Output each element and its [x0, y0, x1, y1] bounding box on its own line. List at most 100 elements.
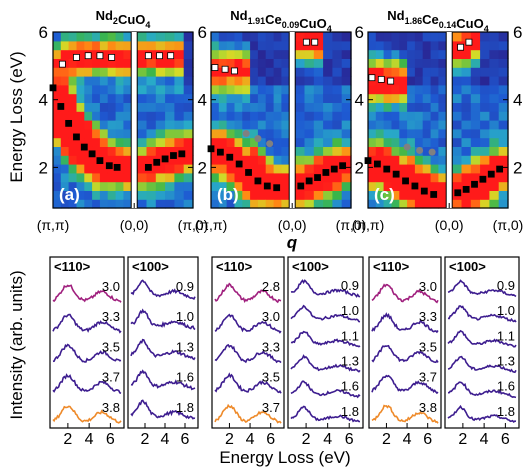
heatmap-cell — [499, 58, 509, 67]
heatmap-cell — [314, 76, 324, 85]
heatmap-cell — [266, 120, 274, 129]
heatmap-cell — [384, 102, 392, 111]
heatmap-cell — [219, 111, 227, 120]
heatmap-cell — [480, 41, 490, 50]
heatmap-cell — [53, 32, 61, 41]
heatmap-cell — [219, 129, 227, 138]
heatmap-cell — [235, 102, 243, 111]
y-tick-label: 4 — [198, 91, 207, 110]
heatmap-cell — [431, 41, 439, 50]
heatmap-cell — [342, 199, 352, 208]
heatmap-cell — [295, 129, 305, 138]
heatmap-cell — [499, 129, 509, 138]
heatmap-cell — [235, 50, 243, 59]
heatmap-cell — [415, 76, 423, 85]
heatmap-cell — [295, 190, 305, 199]
heatmap-cell — [471, 146, 481, 155]
heatmap-cell — [407, 32, 415, 41]
heatmap-cell — [431, 76, 439, 85]
heatmap-cell — [116, 102, 124, 111]
q-label: 1.1 — [341, 328, 359, 343]
heatmap-cell — [295, 164, 305, 173]
heatmap-cell — [415, 164, 423, 173]
heatmap-cell — [266, 41, 274, 50]
heatmap-cell — [92, 182, 100, 191]
heatmap-cell — [423, 155, 431, 164]
heatmap-cell — [407, 111, 415, 120]
x-tick-label: 6 — [106, 431, 115, 448]
heatmap-cell — [462, 76, 472, 85]
heatmap-cell — [250, 58, 258, 67]
heatmap-cell — [295, 67, 305, 76]
heatmap-cell — [471, 120, 481, 129]
heatmap-cell — [137, 67, 147, 76]
heatmap-cell — [295, 50, 305, 59]
q-label: 0.9 — [497, 278, 515, 293]
heatmap-cell — [53, 129, 61, 138]
black-marker — [480, 176, 486, 182]
heatmap-cell — [258, 164, 266, 173]
heatmap-cell — [499, 102, 509, 111]
heatmap-cell — [219, 155, 227, 164]
heatmap-cell — [108, 67, 116, 76]
heatmap-cell — [184, 164, 194, 173]
heatmap-cell — [174, 120, 184, 129]
heatmap-cell — [156, 190, 166, 199]
heatmap-cell — [69, 76, 77, 85]
heatmap-cell — [423, 138, 431, 147]
heatmap-cell — [295, 76, 305, 85]
heatmap-cell — [368, 146, 376, 155]
heatmap-cell — [392, 146, 400, 155]
heatmap-cell — [471, 173, 481, 182]
q-label: 3.5 — [102, 339, 120, 354]
white-marker — [59, 61, 65, 67]
heatmap-cell — [480, 146, 490, 155]
heatmap-cell — [407, 67, 415, 76]
heatmap-cell — [250, 190, 258, 199]
heatmap-cell — [480, 155, 490, 164]
heatmap-cell — [242, 102, 250, 111]
heatmap-cell — [227, 102, 235, 111]
heatmap-cell — [53, 173, 61, 182]
heatmap-cell — [84, 41, 92, 50]
q-label: 3.3 — [419, 309, 437, 324]
heatmap-cell — [438, 190, 446, 199]
heatmap-cell — [147, 120, 157, 129]
x-tick-label: 2 — [225, 431, 234, 448]
black-marker — [227, 154, 233, 160]
heatmap-cell — [235, 120, 243, 129]
heatmap-cell — [399, 67, 407, 76]
heatmap-cell — [295, 138, 305, 147]
q-label: 1.0 — [176, 309, 194, 324]
heatmap-cell — [376, 173, 384, 182]
title-subscript: 4 — [327, 24, 332, 34]
heatmap-cell — [323, 129, 333, 138]
heatmap-cell — [184, 41, 194, 50]
heatmap-cell — [100, 120, 108, 129]
heatmap-cell — [137, 94, 147, 103]
x-tick-label: (π,π) — [195, 217, 228, 233]
q-label: 3.5 — [419, 339, 437, 354]
heatmap-cell — [281, 173, 289, 182]
heatmap-cell — [462, 50, 472, 59]
heatmap-cell — [242, 199, 250, 208]
heatmap-cell — [165, 199, 175, 208]
heatmap-cell — [462, 199, 472, 208]
heatmap-cell — [123, 129, 131, 138]
group-header: <100> — [132, 259, 169, 274]
heatmap-cell — [92, 138, 100, 147]
heatmap-cell — [399, 155, 407, 164]
heatmap-cell — [281, 102, 289, 111]
heatmap-cell — [323, 102, 333, 111]
heatmap-cell — [323, 41, 333, 50]
heatmap-cell — [489, 120, 499, 129]
heatmap-cell — [92, 111, 100, 120]
heatmap-cell — [137, 41, 147, 50]
heatmap-cell — [174, 173, 184, 182]
heatmap-cell — [123, 58, 131, 67]
heatmap-cell — [281, 50, 289, 59]
heatmap-cell — [431, 50, 439, 59]
black-marker — [298, 183, 304, 189]
heatmap-cell — [384, 32, 392, 41]
